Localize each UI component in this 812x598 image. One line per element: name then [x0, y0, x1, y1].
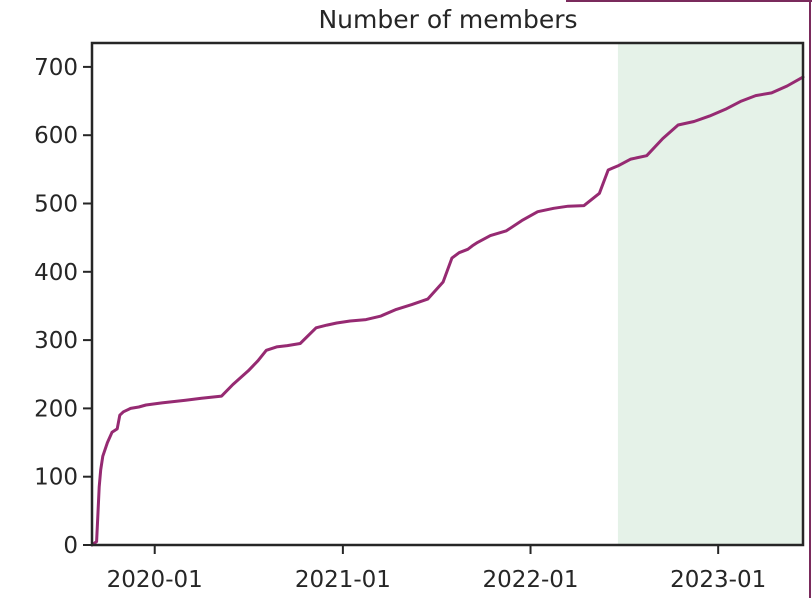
x-tick-label: 2023-01	[670, 567, 766, 593]
y-tick-label: 500	[34, 192, 78, 218]
y-tick-label: 600	[34, 123, 78, 149]
x-axis: 2020-01 2021-01 2022-01 2023-01	[107, 545, 766, 593]
y-tick-label: 100	[34, 465, 78, 491]
axes-frame	[90, 41, 805, 547]
x-tick-label: 2020-01	[107, 567, 203, 593]
y-axis: 0 100 200 300 400 500 600 700	[34, 55, 92, 559]
y-tick-label: 300	[34, 328, 78, 354]
x-tick-label: 2021-01	[295, 567, 391, 593]
y-tick-label: 400	[34, 260, 78, 286]
x-tick-label: 2022-01	[482, 567, 578, 593]
plot-area	[90, 41, 805, 547]
y-tick-label: 0	[63, 533, 78, 559]
highlight-region	[617, 43, 803, 545]
y-tick-label: 200	[34, 396, 78, 422]
chart-title: Number of members	[318, 5, 577, 34]
y-tick-label: 700	[34, 55, 78, 81]
series-line	[90, 75, 805, 547]
